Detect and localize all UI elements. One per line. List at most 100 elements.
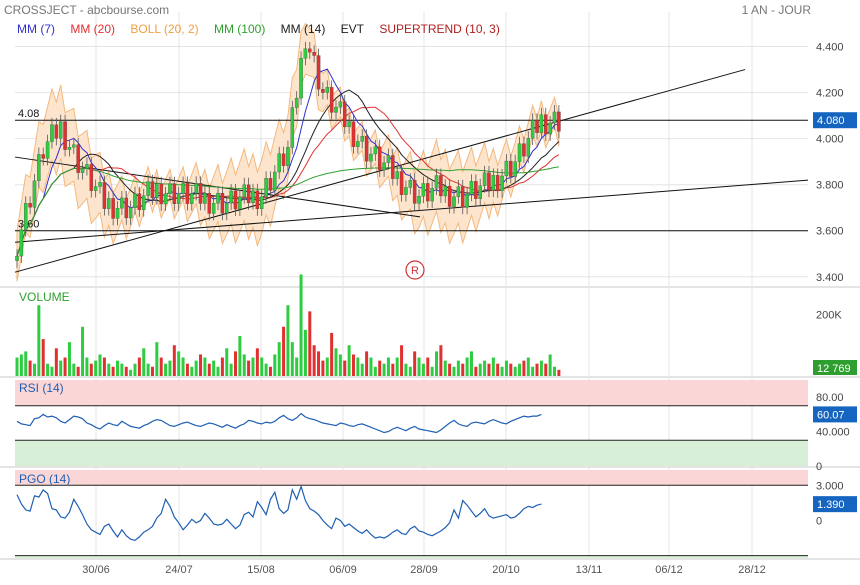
volume-bar (443, 360, 447, 376)
pgo-upper-zone (15, 470, 808, 486)
rsi-oversold-zone (15, 440, 808, 466)
volume-bar (312, 345, 316, 376)
rsi-label: RSI (14) (19, 381, 64, 395)
volume-bar (330, 332, 334, 376)
volume-bar (369, 357, 373, 376)
candle-body (220, 192, 225, 214)
volume-bar (539, 360, 543, 376)
candle-body (482, 172, 487, 186)
volume-bar (317, 351, 321, 376)
volume-bar (190, 366, 194, 376)
volume-bar (41, 339, 45, 376)
candle-body (417, 196, 421, 204)
pgo-last-badge (813, 496, 857, 513)
x-tick-label: 13/11 (576, 564, 603, 576)
volume-bar (308, 311, 312, 376)
volume-bar (531, 366, 535, 376)
candle-body (342, 101, 347, 128)
volume-bar (465, 357, 469, 376)
candle-body (107, 198, 111, 209)
volume-bar (242, 354, 246, 376)
legend-evt[interactable]: EVT (340, 22, 365, 36)
volume-bar (421, 363, 425, 376)
volume-bar (491, 357, 495, 376)
candle-body (544, 114, 548, 135)
candle-body (141, 195, 146, 211)
candle-body (308, 48, 312, 53)
period-label[interactable]: 1 AN - JOUR (741, 3, 811, 17)
candle-body (203, 193, 207, 204)
legend-mm100[interactable]: MM (100) (213, 22, 266, 36)
volume-bar (177, 351, 181, 376)
candle-body (495, 175, 500, 191)
legend-boll[interactable]: BOLL (20, 2) (130, 22, 199, 36)
volume-bar (522, 360, 526, 376)
volume-bar (81, 326, 85, 376)
candle-body (373, 146, 378, 155)
candle-body (238, 196, 242, 210)
x-tick-label: 20/10 (492, 564, 520, 576)
trendline-low (14, 179, 809, 243)
candle-body (168, 183, 172, 194)
volume-bar (373, 366, 377, 376)
volume-bar (72, 363, 76, 376)
volume-bar (264, 363, 268, 376)
volume-bar (37, 305, 41, 376)
rsi-last-label: 60.07 (817, 409, 845, 421)
volume-bar (59, 360, 63, 376)
volume-bar (282, 326, 286, 376)
candle-body (242, 184, 246, 198)
volume-bar (54, 348, 58, 376)
volume-bar (360, 363, 364, 376)
volume-bar (435, 351, 439, 376)
candle-body (299, 58, 303, 99)
marker-label: R (411, 265, 419, 277)
candle-body (404, 187, 408, 195)
volume-bar (343, 360, 347, 376)
volume-bar (400, 345, 404, 376)
rsi-last-badge (813, 406, 857, 423)
legend-mm7[interactable]: MM (7) (17, 22, 55, 36)
candle-body (80, 168, 85, 173)
volume-bar (430, 366, 434, 376)
candle-body (54, 124, 59, 139)
legend-mm14[interactable]: MM (14) (280, 22, 326, 36)
volume-bar (129, 369, 133, 376)
candle-body (37, 154, 41, 182)
price-tick-label: 3.800 (816, 180, 844, 192)
volume-bar (133, 363, 137, 376)
legend-supertrend[interactable]: SUPERTREND (10, 3) (379, 22, 500, 36)
legend-mm20[interactable]: MM (20) (70, 22, 116, 36)
volume-bar (181, 357, 185, 376)
volume-bar (325, 357, 329, 376)
candle-body (517, 143, 522, 162)
volume-bar (382, 363, 386, 376)
candle-body (15, 255, 19, 261)
rsi-tick-label: 0 (816, 461, 822, 473)
volume-bar (496, 363, 500, 376)
candle-body (32, 180, 37, 208)
candle-body (478, 185, 482, 199)
legend: MM (7) MM (20) BOLL (20, 2) MM (100) MM … (17, 22, 512, 36)
candle-body (28, 203, 32, 208)
candle-body (395, 171, 399, 179)
candle-body (351, 121, 356, 147)
mm100-line (16, 166, 559, 257)
volume-bar (19, 354, 23, 376)
volume-tick-label: 200K (816, 309, 842, 321)
mm14-line (16, 89, 560, 257)
candle-body (246, 184, 251, 204)
volume-bar (172, 345, 176, 376)
volume-bar (85, 357, 89, 376)
volume-bar (321, 360, 325, 376)
candle-body (23, 203, 28, 230)
candle-body (211, 203, 216, 214)
candle-body (325, 87, 330, 93)
volume-bar (207, 363, 211, 376)
candle-body (487, 172, 491, 191)
volume-bar (76, 366, 80, 376)
candle-body (268, 178, 273, 191)
candle-body (412, 180, 417, 204)
pgo-line (16, 484, 542, 542)
